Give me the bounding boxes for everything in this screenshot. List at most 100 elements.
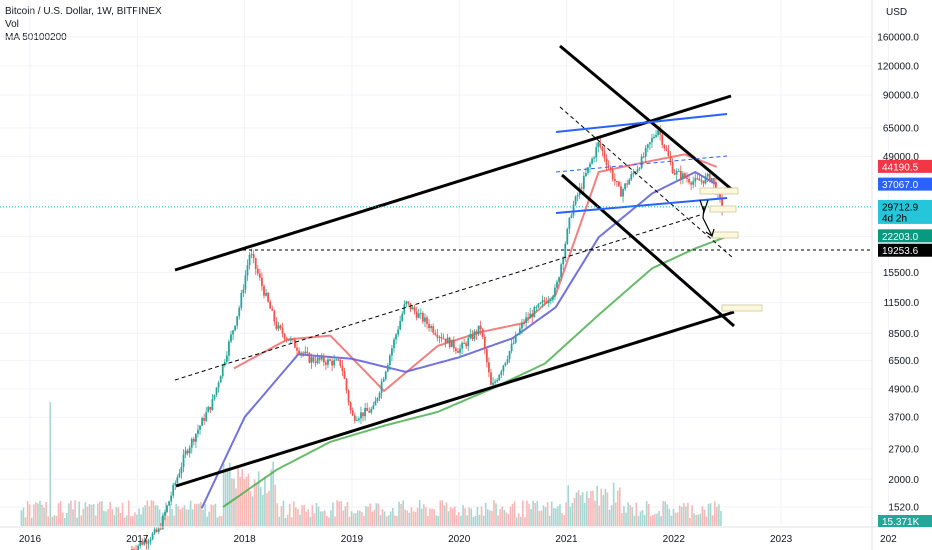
candle-body (506, 359, 509, 363)
volume-bar (340, 501, 343, 526)
volume-bar (231, 478, 233, 526)
candle-body (475, 331, 478, 335)
candle-body (669, 156, 672, 162)
volume-bar (491, 511, 493, 526)
volume-bar (187, 509, 190, 526)
volume-bar (162, 514, 165, 526)
volume-bar (286, 514, 289, 526)
volume-bar (142, 507, 144, 526)
volume-bar (158, 509, 161, 526)
candle-body (576, 194, 579, 197)
volume-bar (297, 509, 299, 526)
candle-body (533, 307, 536, 318)
volume-bar (649, 516, 652, 526)
volume-bar (656, 513, 658, 526)
volume-bar (39, 500, 41, 526)
volume-bar (220, 515, 223, 526)
candle-body (207, 406, 210, 413)
candle-body (139, 542, 142, 546)
volume-bar (233, 478, 235, 526)
volume-bar (517, 513, 520, 526)
candle-body (205, 412, 208, 421)
price-tag-label: 37067.0 (882, 180, 919, 191)
volume-bar (336, 500, 338, 526)
volume-bar (278, 516, 281, 526)
candle-body (228, 341, 230, 356)
volume-bar (132, 515, 134, 526)
volume-bar (513, 501, 516, 526)
candle-body (395, 334, 397, 340)
candle-body (607, 165, 610, 168)
channel-upper-line (174, 94, 732, 272)
candle-body (700, 180, 703, 182)
volume-bar (125, 515, 128, 526)
candle-body (219, 376, 222, 383)
volume-bar (61, 512, 64, 526)
price-tick-label: 15500.0 (883, 268, 920, 279)
volume-bar (637, 516, 640, 526)
volume-bar (511, 503, 514, 526)
candle-body (372, 405, 375, 409)
volume-bar (495, 503, 497, 526)
candle-body (279, 325, 282, 329)
candle-body (665, 148, 668, 151)
volume-bar (47, 516, 50, 526)
volume-bar (315, 502, 318, 526)
volume-bar (486, 509, 489, 526)
volume-bar (422, 504, 425, 526)
candle-body (421, 313, 424, 322)
volume-bar (113, 514, 116, 526)
candle-body (531, 313, 534, 318)
candle-body (591, 158, 593, 164)
price-tag (878, 199, 932, 224)
candle-body (195, 433, 197, 442)
candle-body (254, 258, 257, 269)
volume-bar (381, 509, 384, 526)
candle-body (589, 163, 591, 168)
volume-bar (309, 516, 312, 526)
price-tag (878, 243, 932, 257)
moving-averages (200, 153, 728, 509)
candle-body (143, 540, 146, 545)
candle-body (312, 357, 315, 362)
volume-bar (660, 516, 662, 526)
volume-bar (243, 478, 246, 526)
volume-bar (276, 503, 279, 526)
candle-body (597, 142, 600, 148)
volume-bar (658, 511, 660, 526)
volume-bar (140, 514, 142, 526)
projection-box (711, 231, 739, 239)
candle-body (558, 277, 560, 282)
candle-body (399, 320, 402, 330)
volume-bar (588, 498, 590, 526)
candle-body (197, 429, 199, 434)
volume-bar (577, 490, 580, 526)
volume-bar (28, 504, 31, 526)
candle-body (523, 322, 525, 324)
blue-lower-line (555, 197, 728, 214)
candle-body (265, 292, 267, 296)
candle-body (403, 304, 406, 314)
legend-volume: Vol (5, 19, 19, 30)
candle-body (211, 399, 214, 410)
candle-body (444, 338, 447, 343)
volume-bar (332, 502, 334, 526)
volume-bar (387, 515, 390, 526)
candle-body (450, 339, 453, 348)
volume-bar (524, 517, 526, 526)
volume-bar (290, 517, 293, 526)
price-tick-label: 3700.0 (888, 413, 919, 424)
candle-body (595, 147, 598, 158)
volume-bar (74, 500, 76, 526)
grid (0, 0, 889, 525)
volume-bar (458, 512, 460, 526)
volume-bar (418, 500, 421, 526)
candle-body (514, 334, 517, 343)
channel-mid-line (174, 214, 701, 381)
volume-bar (268, 490, 270, 526)
volume-bar (548, 515, 551, 526)
candle-body (298, 350, 300, 354)
candle-body (366, 407, 369, 411)
volume-bar (414, 511, 417, 526)
